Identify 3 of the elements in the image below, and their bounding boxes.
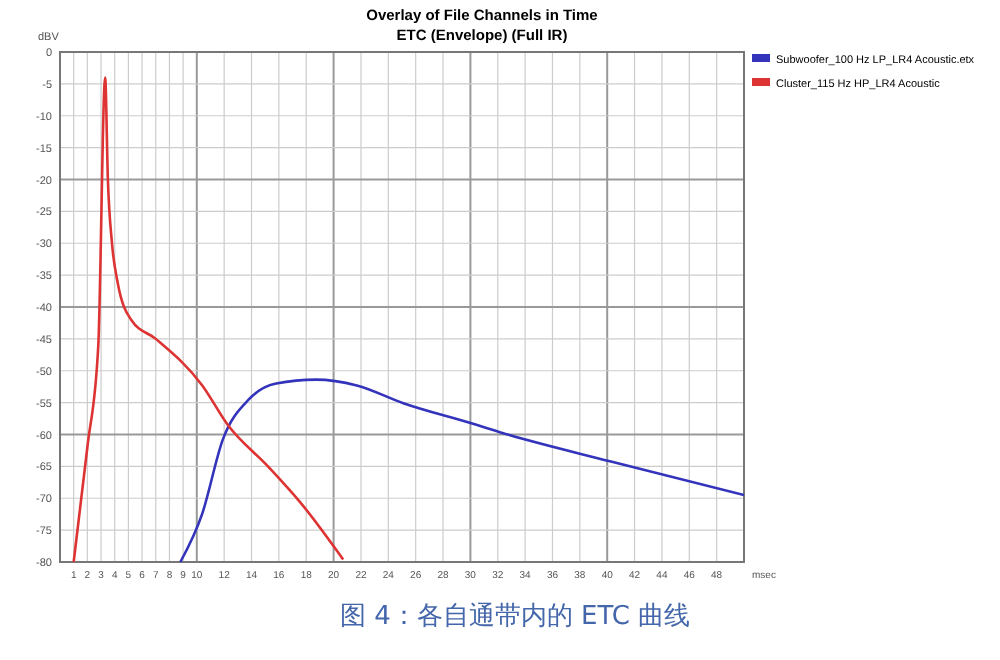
line-series <box>179 378 744 564</box>
caption: 图 4：各自通带内的 ETC 曲线 <box>340 602 691 632</box>
line-series <box>72 76 345 564</box>
